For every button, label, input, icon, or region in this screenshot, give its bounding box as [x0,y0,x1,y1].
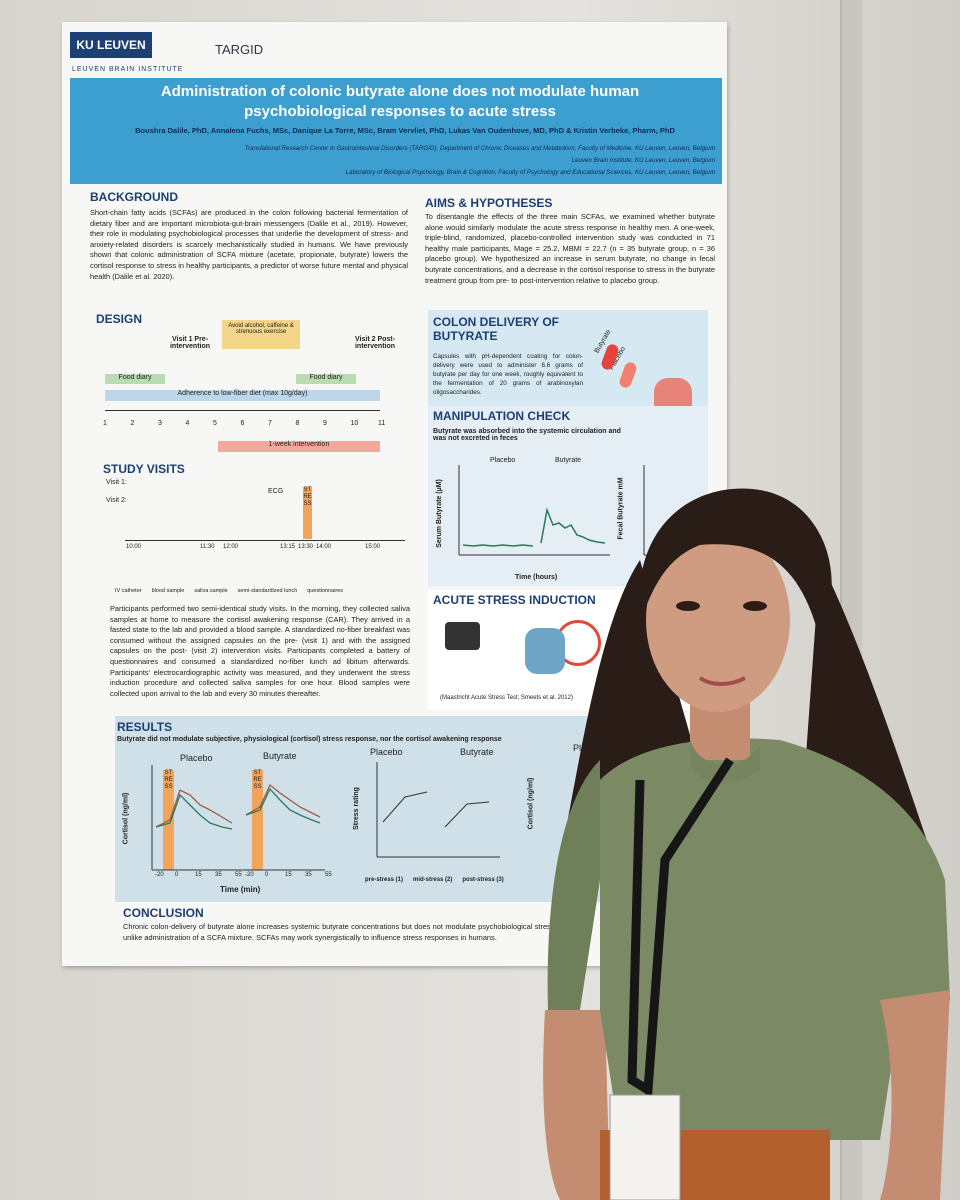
legend: IV catheter blood sample saliva sample semi… [115,588,415,594]
tick-label: 0 [175,872,179,878]
day-label: 5 [213,420,217,427]
tick-label: pre-stress (1) [365,877,404,883]
logo-text: LEUVEN BRAIN INSTITUTE [72,66,184,73]
time-label: 12:00 [223,544,239,550]
tick-label: 15 [195,872,202,878]
tick-label: post-stress (3) [462,877,504,883]
tick-row: pre-stress (1) mid-stress (2) post-stress … [365,877,504,883]
tick-label: 0 [265,872,269,878]
logo: KU LEUVEN [70,32,152,58]
paragraph: To disentangle the effects of the three … [425,212,715,285]
heading: ACUTE STRESS INDUCTION [433,593,596,607]
day-label: 3 [158,420,162,427]
time-label: 11:30 [200,544,215,550]
subtitle: Butyrate did not modulate subjective, ph… [117,736,502,743]
affiliation: Translational Research Center in Gastroi… [244,145,715,152]
paragraph: Chronic colon-delivery of butyrate alone… [123,922,593,942]
sketch [458,465,610,556]
day-label: 1 [103,420,107,427]
header-band [70,78,722,184]
heading: AIMS & HYPOTHESES [425,196,553,210]
label: Placebo [490,457,516,464]
label: Avoid alcohol, caffeine & strenuous exer… [222,320,300,349]
affiliation: Leuven Brain Institute, KU Leuven, Leuve… [571,157,715,164]
legend-entry: IV catheter [115,588,142,594]
note: (Maastricht Acute Stress Test; Smeets et… [440,695,573,701]
day-label: 7 [268,420,272,427]
label: Adherence to low-fiber diet (max 10g/day… [105,390,380,401]
tick-label: 55 [325,872,332,878]
day-label: 9 [323,420,327,427]
time-label: 10:00 [126,544,142,550]
time-label: 15:00 [365,544,381,550]
sketch [151,765,325,871]
legend-entry: saliva sample [194,588,228,594]
affiliations: Translational Research Center in Gastroi… [150,143,715,179]
heading: DESIGN [96,312,143,326]
heading: STUDY VISITS [103,462,185,476]
legend-entry: blood sample [151,588,185,594]
axis-label: Time (min) [220,885,261,894]
label: Visit 1: [106,479,127,486]
label: ECG [268,488,284,495]
heading: RESULTS [117,720,173,734]
label: Butyrate [555,457,582,464]
tick-label: 35 [305,872,312,878]
legend-entry: questionnaires [307,588,344,594]
label: 1-week intervention [218,441,380,452]
timeline [105,410,380,411]
legend-entry: semi-standardized lunch [237,588,298,594]
person-icon [525,628,565,674]
label: Food diary [296,374,356,384]
label: Placebo [370,747,403,757]
paragraph: Participants performed two semi-identica… [110,604,410,698]
tick-label: 15 [285,872,292,878]
label: STRESS [252,770,263,870]
label: Butyrate [460,747,494,757]
heading: CONCLUSION [123,906,204,920]
heading: MANIPULATION CHECK [433,409,571,423]
camera-icon [445,622,480,650]
tick-label: 55 [235,872,242,878]
heading: COLON DELIVERY OF BUTYRATE [433,315,560,343]
timeline [125,540,405,541]
time-label: 13:15 [280,544,296,550]
paragraph: Short-chain fatty acids (SCFAs) are prod… [90,208,408,281]
label: Placebo [180,753,213,763]
day-label: 2 [130,420,135,427]
day-label: 6 [240,420,245,427]
time-label: 14:00 [316,544,332,550]
affiliation: Laboratory of Biological Psychology, Bra… [345,169,715,176]
tick-label: -20 [245,872,254,878]
title: Administration of colonic butyrate alone… [160,83,640,120]
axis-label: Time (hours) [515,574,558,581]
label: Visit 1 Pre-intervention [169,336,211,350]
paragraph: Capsules with pH-dependent coating for c… [433,353,583,396]
tick-label: -20 [155,872,164,878]
label: Visit 2: [106,497,127,504]
day-label: 8 [295,420,300,427]
authors: Boushra Dalile, PhD, Annalena Fuchs, MSc… [135,126,675,135]
tick-label: mid-stress (2) [413,877,453,883]
label: Visit 2 Post-intervention [354,336,396,350]
subtitle: Butyrate was absorbed into the systemic … [433,428,621,442]
day-label: 11 [378,420,386,427]
label: STRESS [303,487,312,539]
time-label: 13:30 [298,544,314,550]
label: Butyrate [263,751,297,761]
sketch [376,762,500,858]
label: STRESS [163,770,174,870]
heading: BACKGROUND [90,190,178,204]
label: Food diary [105,374,165,384]
logo: TARGID [215,42,264,57]
day-label: 4 [185,420,190,427]
day-label: 10 [350,420,359,427]
box [115,716,610,902]
tick-label: 35 [215,872,222,878]
